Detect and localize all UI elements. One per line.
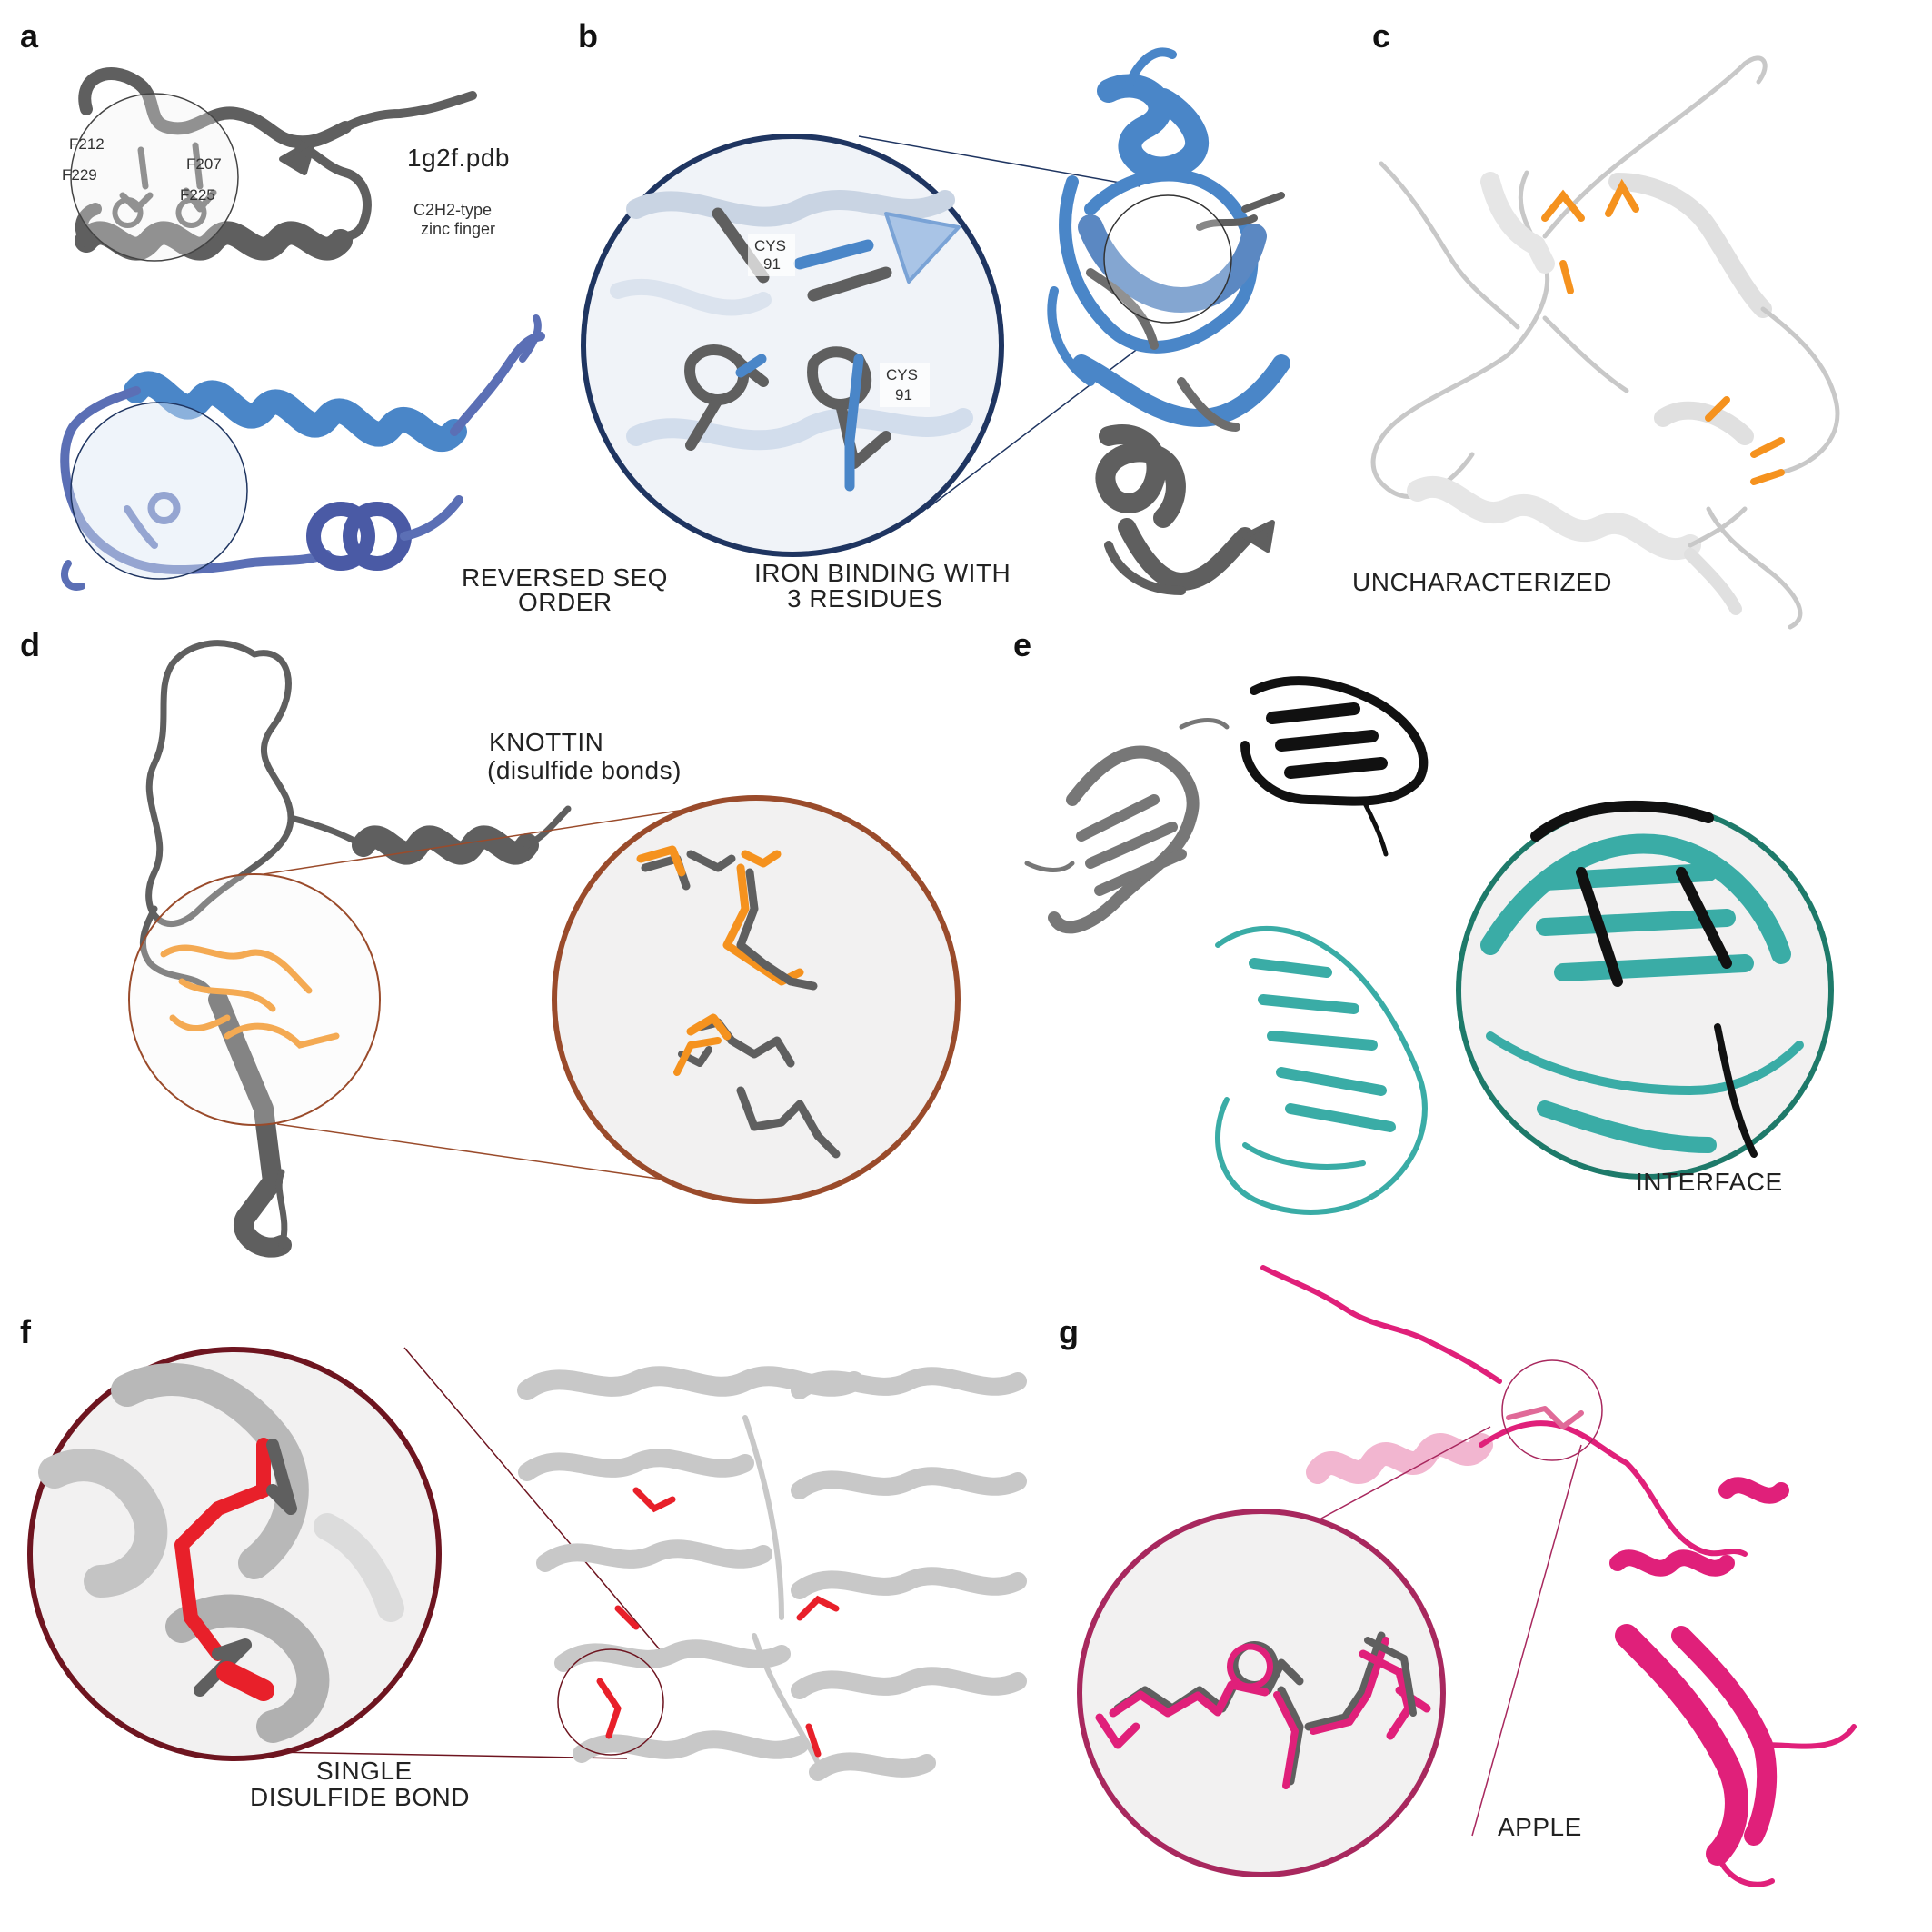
pdb-label: 1g2f.pdb — [407, 144, 510, 172]
panel-a-letter: a — [20, 17, 39, 55]
cys-label-2-line2: 91 — [895, 386, 912, 403]
knottin-connector-bottom — [276, 1123, 710, 1187]
panel-e-caption: INTERFACE — [1636, 1168, 1783, 1196]
panel-f-letter: f — [20, 1313, 32, 1350]
knottin-zoom-content — [636, 845, 841, 1159]
apple-source-circle — [1501, 1359, 1603, 1461]
cys-label-1-line2: 91 — [763, 255, 781, 273]
knottin-zoom-circle — [552, 795, 961, 1204]
panel-f-caption-line2: DISULFIDE BOND — [250, 1783, 470, 1811]
panel-d-caption-line1: KNOTTIN — [489, 728, 603, 756]
uncharacterized-structure — [1370, 55, 1840, 630]
disulfide-zoom-circle — [27, 1347, 442, 1761]
cys-label-bg-2 — [880, 363, 930, 407]
apple-connector-right — [1471, 1444, 1582, 1837]
iron-binding-zoom-content — [610, 190, 973, 492]
panel-g: g APPLE — [1059, 1265, 1857, 1887]
iron-binding-source-circle — [1103, 194, 1232, 324]
disulfide-zoom-content — [38, 1363, 404, 1743]
uncharacterized-orange-residues — [1541, 178, 1785, 485]
cys-label-2-line1: CYS — [886, 366, 918, 383]
apple-structure — [1260, 1265, 1857, 1887]
panel-f: f — [20, 1313, 1027, 1811]
panel-c-caption: UNCHARACTERIZED — [1352, 568, 1612, 596]
disulfide-connector-bottom — [272, 1751, 628, 1759]
panel-d-letter: d — [20, 626, 40, 663]
panel-b-letter: b — [578, 17, 598, 55]
knottin-connector-top — [263, 808, 692, 875]
panel-a-caption-line2: ORDER — [518, 588, 612, 616]
cys-label-bg-1 — [748, 234, 795, 276]
disulfide-source-circle — [557, 1648, 664, 1756]
zinc-finger-structure — [75, 67, 477, 261]
panel-c: c UNCHARACTERIZED — [1352, 17, 1840, 630]
interface-black-domain — [1240, 676, 1429, 857]
panel-b-caption-line2: 3 RESIDUES — [787, 584, 943, 612]
knottin-source-circle — [128, 873, 381, 1126]
zoom-connector-bottom — [926, 335, 1155, 510]
panel-a-caption-line1: REVERSED SEQ — [462, 563, 668, 592]
cys-label-1-line1: CYS — [754, 237, 786, 254]
panel-e: e INTERFACE — [1013, 626, 1834, 1215]
reversed-seq-zoom-circle — [70, 402, 248, 580]
residue-label-f212: F212 — [69, 135, 105, 153]
interface-teal-domain — [1215, 925, 1428, 1215]
reversed-seq-structure — [60, 314, 545, 591]
zoom-connector-top — [858, 135, 1141, 187]
zinc-finger-type-line1: C2H2-type — [413, 201, 492, 219]
knottin-orange-overlay — [160, 944, 340, 1049]
panel-b-caption-line1: IRON BINDING WITH — [754, 559, 1011, 587]
panel-d-caption-line2: (disulfide bonds) — [487, 756, 682, 784]
interface-gray-domain — [1024, 718, 1230, 934]
iron-binding-full-structure — [1047, 47, 1290, 595]
panel-g-caption: APPLE — [1498, 1813, 1582, 1841]
interface-zoom-content — [1480, 800, 1804, 1158]
residue-label-f207: F207 — [186, 155, 222, 173]
disulfide-full-structure — [517, 1366, 1027, 1781]
disulfide-red-residues — [596, 1487, 840, 1758]
zinc-finger-type-line2: zinc finger — [421, 220, 495, 238]
apple-zoom-content — [1095, 1631, 1431, 1789]
panel-g-letter: g — [1059, 1313, 1079, 1350]
panel-a: a F212 F229 F207 F225 1g2f.pdb C2H2-type… — [20, 17, 668, 616]
residue-label-f225: F225 — [180, 186, 215, 204]
interface-zoom-circle — [1456, 802, 1834, 1180]
panel-f-caption-line1: SINGLE — [316, 1757, 413, 1785]
panel-b: b CYS 91 CYS 91 — [578, 17, 1290, 612]
knottin-structure — [139, 640, 572, 1258]
zinc-finger-zoom-circle — [70, 93, 239, 262]
panel-d: d KNO — [20, 626, 961, 1258]
panel-c-letter: c — [1372, 17, 1390, 55]
disulfide-connector-top — [403, 1347, 664, 1655]
panel-e-letter: e — [1013, 626, 1031, 663]
residue-label-f229: F229 — [62, 166, 97, 184]
